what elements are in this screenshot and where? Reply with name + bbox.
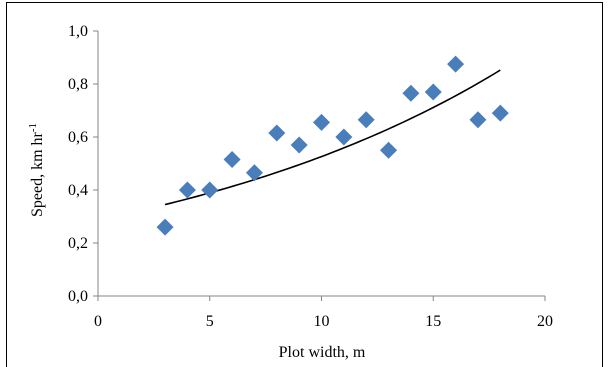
x-tick-labels: 0 5 10 15 20: [94, 313, 553, 330]
x-tick-label: 5: [206, 313, 214, 330]
data-points: [156, 55, 509, 236]
data-point: [335, 128, 353, 146]
x-tick-label: 20: [537, 313, 553, 330]
x-tick-label: 0: [94, 313, 102, 330]
data-point: [402, 84, 420, 102]
trendline: [164, 69, 501, 206]
data-point: [491, 104, 509, 122]
trendline-group: [164, 69, 501, 206]
data-point: [424, 83, 442, 101]
y-axis-title-superscript: -1: [27, 123, 39, 132]
y-tick-label: 0,6: [68, 129, 88, 146]
data-point: [447, 55, 465, 73]
y-tick-label: 0,4: [68, 182, 88, 199]
y-tick-label: 0,8: [68, 76, 88, 93]
data-point: [357, 111, 375, 129]
data-point: [201, 181, 219, 199]
data-point: [156, 218, 174, 236]
y-tick-label: 0,2: [68, 235, 88, 252]
data-point: [245, 164, 263, 182]
y-tick-label: 0,0: [68, 288, 88, 305]
axes: [93, 30, 546, 301]
data-point: [380, 141, 398, 159]
data-point: [469, 111, 487, 129]
y-tick-label: 1,0: [68, 23, 88, 40]
x-tick-label: 15: [425, 313, 441, 330]
y-tick-labels: 0,0 0,2 0,4 0,6 0,8 1,0: [68, 23, 88, 305]
x-tick-label: 10: [314, 313, 330, 330]
data-point: [178, 181, 196, 199]
data-point: [223, 151, 241, 169]
x-axis-title: Plot width, m: [279, 344, 366, 361]
data-point: [290, 136, 308, 154]
y-axis-title-base: Speed, km hr: [29, 131, 46, 217]
y-axis-title: Speed, km hr-1: [27, 123, 46, 217]
data-point: [268, 124, 286, 142]
chart-border: [6, 2, 603, 367]
data-point: [313, 113, 330, 131]
